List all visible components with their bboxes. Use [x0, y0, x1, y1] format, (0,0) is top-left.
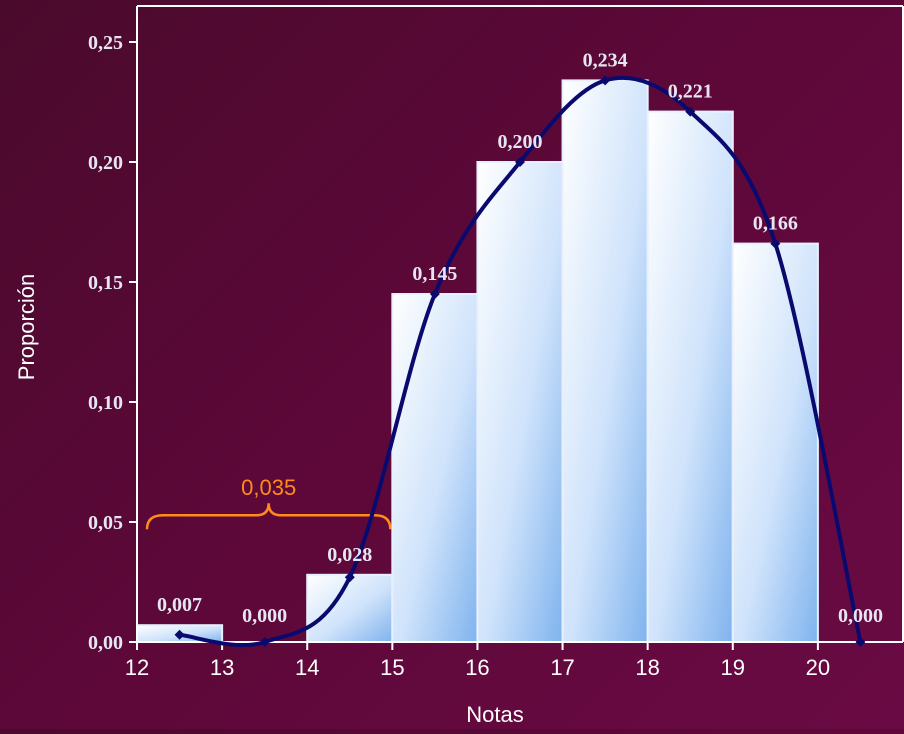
x-tick-label: 17 — [550, 655, 574, 680]
bar-value-label: 0,234 — [583, 49, 628, 71]
curve-marker — [600, 75, 611, 86]
x-tick-label: 13 — [210, 655, 234, 680]
curve-marker — [515, 157, 525, 167]
curve-marker — [685, 106, 696, 117]
curve-marker — [344, 572, 355, 583]
brace-path — [145, 503, 392, 530]
y-tick-label: 0,25 — [88, 32, 123, 54]
bars-layer — [136, 79, 819, 644]
bar-value-label: 0,145 — [412, 263, 457, 285]
curve-marker — [259, 637, 270, 647]
curve-marker — [855, 637, 866, 647]
y-axis-title: Proporción — [14, 274, 39, 380]
histogram-bar — [561, 79, 649, 643]
axes-layer: 0,00 0,05 0,10 0,15 0,20 0,25 12 13 14 15 16 17 18 19… — [88, 5, 904, 680]
x-axis-title: Notas — [466, 702, 523, 727]
x-tick-label: 19 — [721, 655, 745, 680]
y-tick-label: 0,05 — [88, 512, 123, 534]
bar-value-label: 0,028 — [327, 544, 372, 566]
brace-label: 0,035 — [241, 475, 296, 500]
x-tick-label: 12 — [125, 655, 149, 680]
bar-value-label: 0,200 — [498, 131, 543, 153]
y-tick-label: 0,10 — [88, 392, 123, 414]
bar-value-label: 0,221 — [668, 81, 713, 103]
histogram-bar — [391, 293, 479, 643]
y-tick-label: 0,00 — [88, 632, 123, 654]
curve-marker — [429, 289, 440, 299]
bar-labels-layer: 0,007 0,000 0,028 0,145 0,200 0,234 0,221 0,166… — [157, 49, 883, 627]
x-tick-label: 14 — [295, 655, 319, 680]
y-tick-label: 0,20 — [88, 152, 123, 174]
bar-value-label: 0,166 — [753, 213, 798, 235]
x-tick-label: 16 — [465, 655, 489, 680]
x-tick-label: 15 — [380, 655, 404, 680]
bar-value-label: 0,007 — [157, 594, 202, 616]
histogram-bar — [306, 573, 394, 643]
curve-marker — [174, 629, 185, 640]
density-curve-layer — [174, 75, 866, 648]
bar-value-label: 0,000 — [838, 605, 883, 627]
y-tick-label: 0,15 — [88, 272, 123, 294]
annotation-brace: 0,035 — [145, 475, 392, 530]
curve-marker — [770, 238, 781, 249]
x-tick-label: 20 — [806, 655, 830, 680]
x-tick-label: 18 — [635, 655, 659, 680]
histogram-bar — [731, 242, 819, 643]
bar-value-label: 0,000 — [242, 605, 287, 627]
histogram-bar — [476, 161, 564, 643]
density-curve — [179, 75, 863, 648]
histogram-bar — [646, 110, 734, 644]
